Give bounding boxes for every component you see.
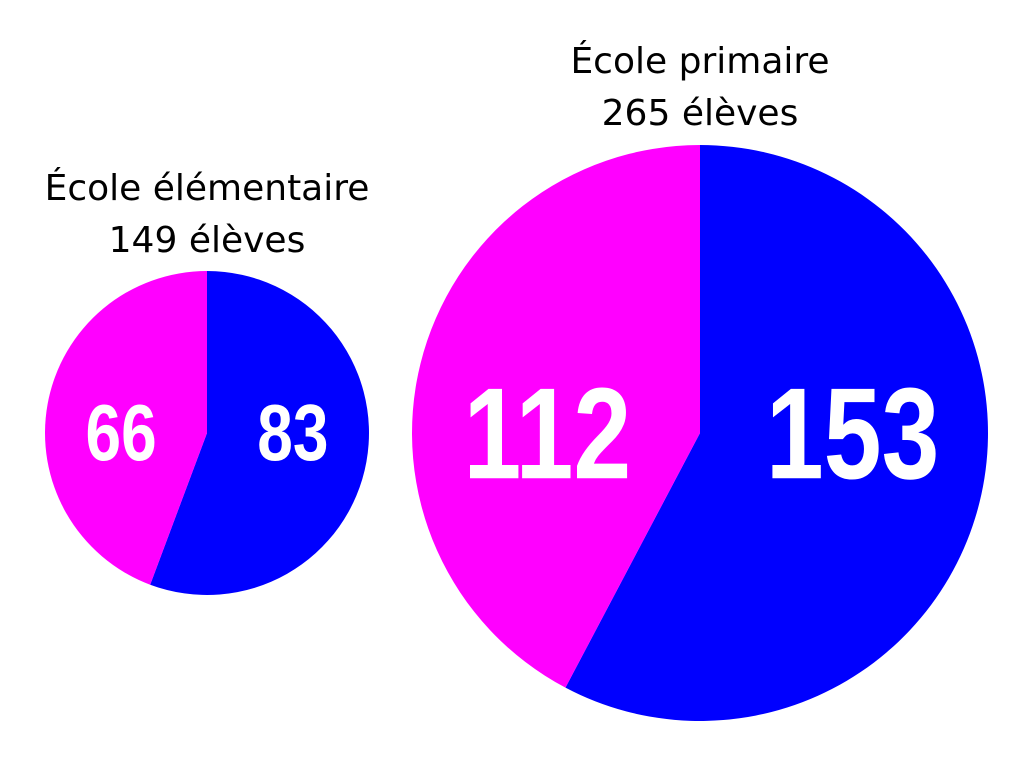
data-label: 112 xyxy=(463,360,631,506)
data-label: 66 xyxy=(86,388,157,477)
pie-slice xyxy=(150,271,370,595)
pie-slice xyxy=(565,145,988,721)
data-label: 153 xyxy=(766,360,940,506)
chart-subtitle: 149 élèves xyxy=(109,220,306,261)
chart-title: École élémentaire xyxy=(45,167,370,209)
pie-slice xyxy=(45,271,207,585)
chart-subtitle: 265 élèves xyxy=(602,93,799,134)
pie-slice xyxy=(412,145,700,688)
data-label: 83 xyxy=(257,388,328,477)
chart-title: École primaire xyxy=(570,40,829,82)
